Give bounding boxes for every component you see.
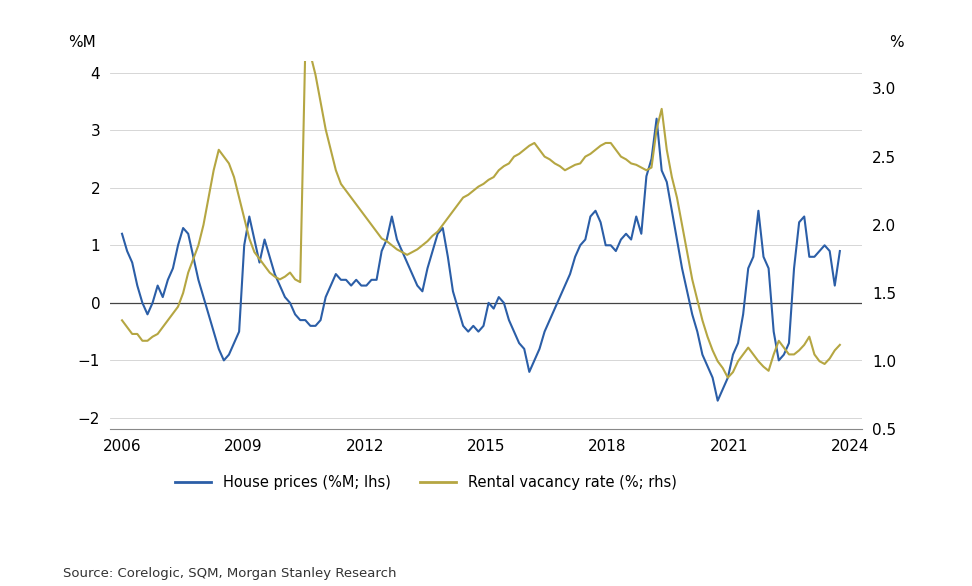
Text: %M: %M <box>68 35 96 50</box>
Legend: House prices (%M; lhs), Rental vacancy rate (%; rhs): House prices (%M; lhs), Rental vacancy r… <box>169 469 682 496</box>
Text: Source: Corelogic, SQM, Morgan Stanley Research: Source: Corelogic, SQM, Morgan Stanley R… <box>63 567 397 580</box>
Text: %: % <box>888 35 904 50</box>
